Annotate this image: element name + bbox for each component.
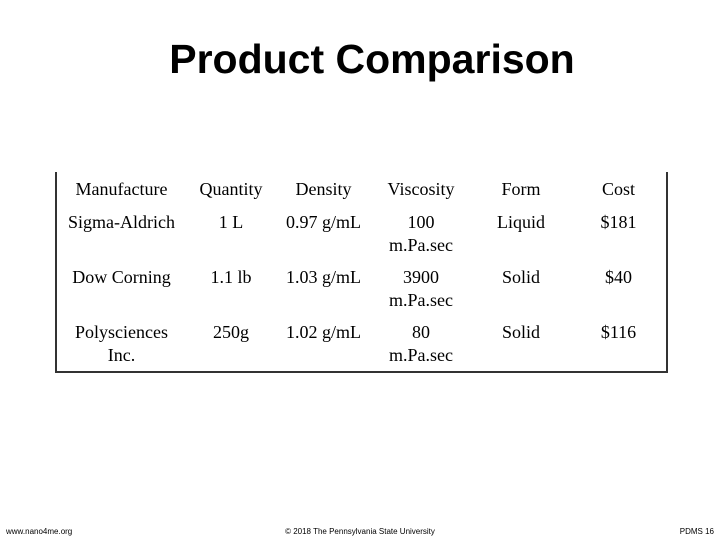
table-cell: 1.03 g/mL [286,267,361,287]
footer-left: www.nano4me.org [6,527,73,536]
table-cell: $40 [605,267,632,287]
table-cell: 3900 m.Pa.sec [389,267,453,310]
table-cell: Polysciences Inc. [75,322,168,365]
table-cell: Sigma-Aldrich [68,212,175,232]
column-header: Viscosity [387,179,455,199]
table-cell: 0.97 g/mL [286,212,361,232]
table-cell: $116 [600,322,637,342]
table-cell: $181 [600,212,637,232]
table-cell: Dow Corning [72,267,171,287]
table-cell: Liquid [497,212,545,232]
column-header: Density [295,179,352,199]
table-cell: Solid [501,322,540,342]
table-cell: 80 m.Pa.sec [389,322,453,365]
table-cell: 1.1 lb [210,267,252,287]
footer-right: PDMS 16 [679,527,714,536]
column-header: Quantity [199,179,263,199]
table-row: Polysciences Inc. 250g 1.02 g/mL 80 m.Pa.se… [56,317,667,372]
slide-title: Product Comparison [169,36,575,82]
table-body: Sigma-Aldrich 1 L 0.97 g/mL 100 m.Pa.sec Liq… [56,207,667,372]
column-header: Manufacture [75,179,168,199]
table-cell: Solid [501,267,540,287]
table-row: Dow Corning 1.1 lb 1.03 g/mL 3900 m.Pa.sec S… [56,262,667,317]
column-header: Form [501,179,541,199]
column-header: Cost [601,179,635,199]
table-cell: 1.02 g/mL [286,322,361,342]
table-cell: 100 m.Pa.sec [389,212,453,255]
header-row: Manufacture Quantity Density Viscosity Form C… [56,172,667,207]
table-cell: 250g [213,322,249,342]
table-row: Sigma-Aldrich 1 L 0.97 g/mL 100 m.Pa.sec Liq… [56,207,667,262]
comparison-table: Manufacture Quantity Density Viscosity Form C… [55,172,668,373]
table-cell: 1 L [218,212,244,232]
footer-center: © 2018 The Pennsylvania State University [285,527,435,536]
